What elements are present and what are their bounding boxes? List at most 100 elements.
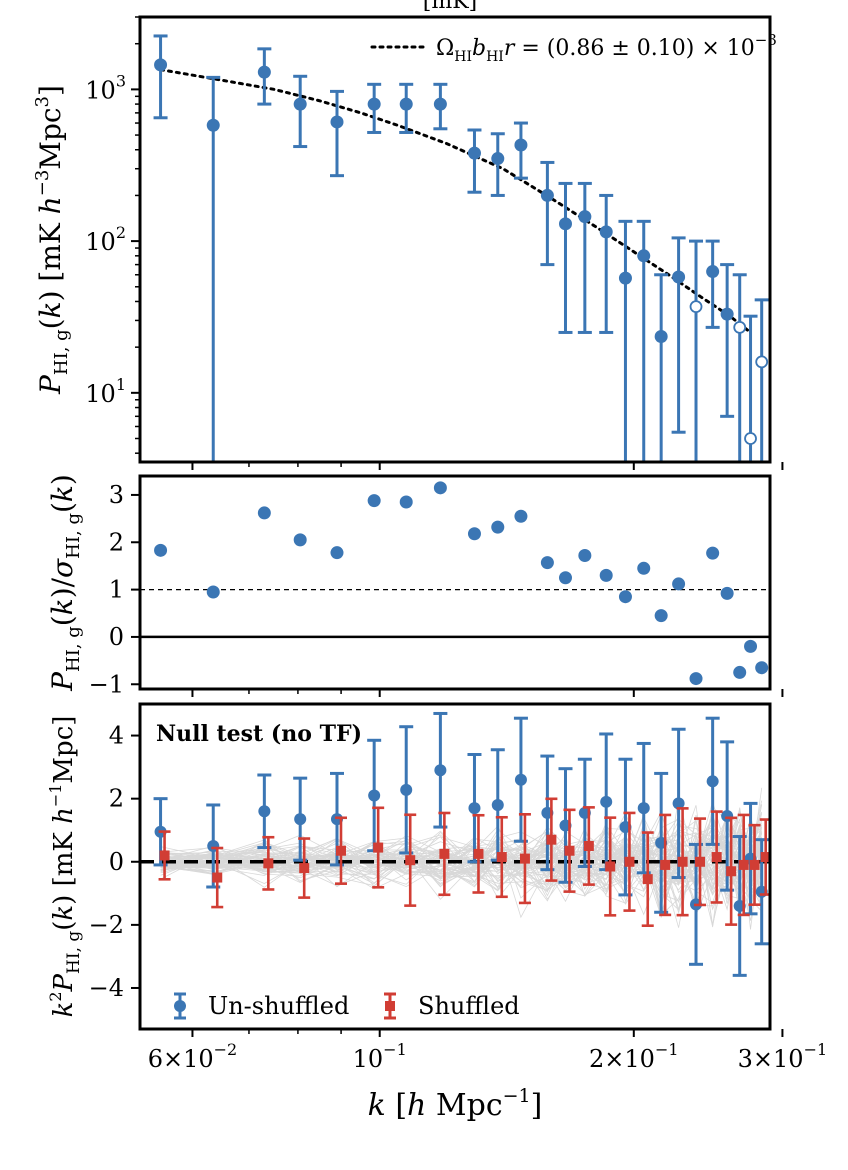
bottom-ylabel: k2PHI, g(k) [mK h−1Mpc] bbox=[46, 716, 84, 1018]
shuffled-point bbox=[642, 874, 653, 885]
shuffled-point bbox=[760, 852, 770, 863]
ratio-point bbox=[154, 543, 168, 557]
label-part: ( bbox=[49, 921, 79, 931]
x-tick-label: 3×10−1 bbox=[738, 1040, 828, 1073]
label-part: HI bbox=[486, 49, 504, 65]
shuffled-point bbox=[726, 866, 737, 877]
ratio-point bbox=[599, 568, 613, 582]
unshuffled-point bbox=[706, 775, 719, 788]
x-tick-label: 2×10−1 bbox=[589, 1040, 679, 1073]
shuffled-point bbox=[299, 863, 310, 874]
label-part: h bbox=[34, 196, 67, 214]
ratio-point bbox=[654, 609, 668, 623]
label-part: k bbox=[46, 598, 79, 615]
label-part: −1 bbox=[46, 784, 65, 808]
unshuffled-point bbox=[258, 805, 271, 818]
label-part: Mpc bbox=[34, 107, 67, 169]
label-part: h bbox=[49, 807, 79, 824]
ratio-point bbox=[755, 661, 769, 675]
unshuffled-point bbox=[514, 773, 527, 786]
shuffled-point bbox=[159, 850, 170, 861]
top-point bbox=[367, 97, 381, 111]
top-point bbox=[540, 188, 554, 202]
label-part: )/ bbox=[46, 577, 79, 598]
y-tick-label: 3 bbox=[109, 481, 124, 509]
label-part: 3 bbox=[32, 96, 53, 107]
ratio-point bbox=[257, 506, 271, 520]
label-part: −1 bbox=[503, 1085, 531, 1107]
label-part: 2 bbox=[46, 991, 65, 1001]
top-point bbox=[330, 115, 344, 129]
shuffled-point bbox=[660, 859, 671, 870]
unshuffled-point bbox=[637, 802, 650, 815]
top-point bbox=[293, 97, 307, 111]
top-point-open bbox=[689, 300, 703, 314]
shuffled-point bbox=[439, 848, 450, 859]
top-point bbox=[433, 97, 447, 111]
top-point-open bbox=[733, 320, 747, 334]
ratio-point bbox=[514, 509, 528, 523]
label-part: h bbox=[407, 1088, 426, 1123]
label-part: ( bbox=[46, 502, 79, 513]
label-part: P bbox=[46, 671, 79, 692]
ratio-point bbox=[206, 585, 220, 599]
y-tick-label: 103 bbox=[85, 71, 126, 104]
ratio-point bbox=[491, 520, 505, 534]
label-part: −3 bbox=[32, 170, 53, 197]
top-point bbox=[672, 270, 686, 284]
x-tick-exponent: −1 bbox=[804, 1040, 828, 1059]
top-point-open bbox=[755, 355, 769, 369]
top-point bbox=[491, 152, 505, 166]
label-part: k bbox=[49, 1002, 79, 1018]
ratio-point bbox=[733, 665, 747, 679]
top-point bbox=[558, 217, 572, 231]
ratio-point bbox=[558, 571, 572, 585]
legend-unshuffled-marker bbox=[174, 1000, 186, 1012]
shuffled-point bbox=[711, 852, 722, 863]
x-tick-mantissa: 2×10 bbox=[589, 1045, 655, 1073]
label-part: k bbox=[368, 1088, 386, 1123]
y-tick-mantissa: 10 bbox=[85, 76, 116, 104]
shuffled-point bbox=[738, 859, 749, 870]
label-part: ] bbox=[531, 1088, 543, 1123]
x-axis-label: k [h Mpc−1] bbox=[368, 1085, 543, 1123]
bottom-plot-area bbox=[140, 711, 770, 977]
label-part: HI, g bbox=[63, 513, 84, 559]
shuffled-point bbox=[405, 855, 416, 866]
label-part: Ω bbox=[436, 36, 454, 61]
top-point bbox=[206, 118, 220, 132]
shuffled-point bbox=[335, 845, 346, 856]
label-part: Mpc bbox=[426, 1088, 502, 1123]
model-curve bbox=[159, 68, 752, 334]
top-point bbox=[720, 307, 734, 321]
shuffled-point bbox=[695, 856, 706, 867]
shuffled-point bbox=[583, 840, 594, 851]
label-part: HI bbox=[454, 49, 472, 65]
partial-title: [mK] bbox=[423, 0, 477, 14]
shuffled-point bbox=[212, 872, 223, 883]
top-frame bbox=[138, 15, 772, 464]
x-tick-mantissa: 3×10 bbox=[738, 1045, 804, 1073]
ratio-point bbox=[367, 494, 381, 508]
y-tick-mantissa: 10 bbox=[85, 228, 116, 256]
label-part: HI, g bbox=[63, 626, 84, 672]
shuffled-point bbox=[677, 856, 688, 867]
ratio-point bbox=[689, 672, 703, 686]
y-tick-label: −1 bbox=[89, 670, 124, 698]
ratio-point bbox=[672, 577, 686, 591]
y-tick-label: 102 bbox=[85, 223, 126, 256]
legend-unshuffled-label: Un-shuffled bbox=[208, 992, 349, 1020]
bottom-frame bbox=[138, 702, 772, 1031]
y-tick-label: 0 bbox=[109, 848, 124, 876]
label-part: ( bbox=[46, 615, 79, 626]
ratio-point bbox=[720, 586, 734, 600]
legend-shuffled-marker bbox=[385, 1001, 395, 1011]
label-part: k bbox=[34, 301, 67, 318]
top-plot-area bbox=[153, 34, 769, 462]
y-tick-label: 0 bbox=[109, 623, 124, 651]
shuffled-point bbox=[496, 852, 507, 863]
shuffled-point bbox=[749, 859, 760, 870]
x-tick-label: 10−1 bbox=[353, 1040, 407, 1073]
top-point bbox=[467, 146, 481, 160]
